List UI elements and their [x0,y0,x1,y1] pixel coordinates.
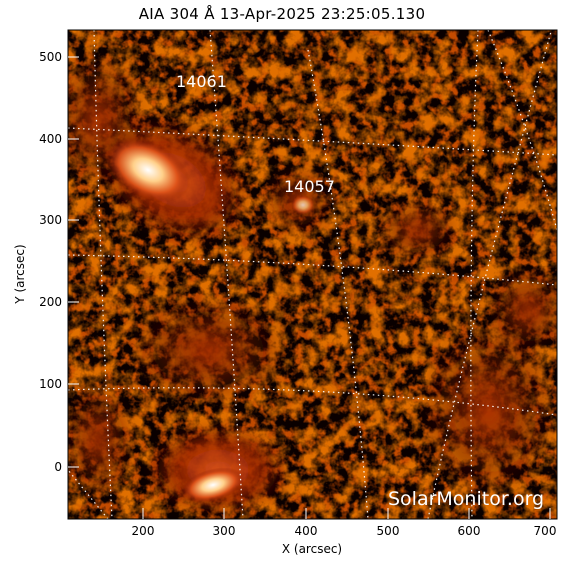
x-tick-label: 300 [213,524,236,538]
watermark: SolarMonitor.org [388,488,545,510]
x-axis-label: X (arcsec) [282,542,342,556]
y-tick-label: 100 [39,377,62,391]
y-tick-label: 400 [39,132,62,146]
y-tick-label: 300 [39,213,62,227]
region-label-14057: 14057 [284,177,335,196]
x-tick-label: 400 [295,524,318,538]
x-tick-label: 700 [534,524,557,538]
x-tick-label: 600 [458,524,481,538]
region-label-14061: 14061 [176,72,227,91]
y-tick-label: 500 [39,50,62,64]
solar-image [68,30,557,519]
y-axis-label: Y (arcsec) [13,244,27,304]
x-tick-label: 500 [377,524,400,538]
plot-title: AIA 304 Å 13-Apr-2025 23:25:05.130 [138,5,426,23]
x-tick-label: 200 [132,524,155,538]
y-tick-label: 0 [54,460,62,474]
y-tick-label: 200 [39,295,62,309]
